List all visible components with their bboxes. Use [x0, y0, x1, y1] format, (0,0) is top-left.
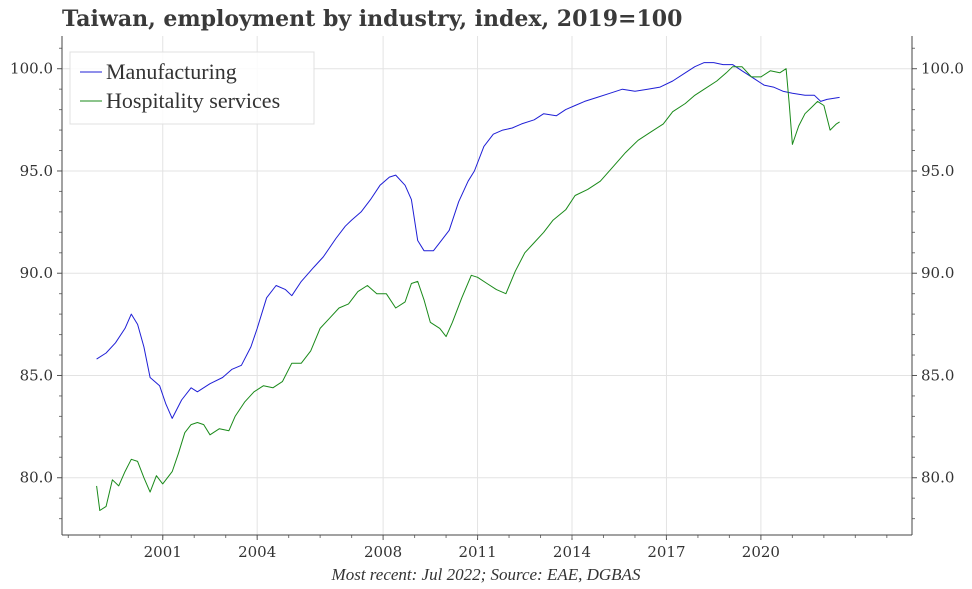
legend-box	[69, 51, 315, 125]
grid-lines	[62, 36, 912, 535]
y-tick-label-left: 80.0	[20, 469, 53, 487]
x-tick-label: 2020	[742, 543, 780, 561]
y-tick-label-right: 90.0	[921, 264, 954, 282]
series-lines	[96, 62, 840, 511]
chart-title: Taiwan, employment by industry, index, 2…	[62, 6, 683, 32]
legend-label-hospitality-services: Hospitality services	[106, 88, 280, 113]
y-tick-label-right: 85.0	[921, 366, 954, 384]
y-tick-label-right: 80.0	[921, 469, 954, 487]
y-tick-label-left: 85.0	[20, 366, 53, 384]
y-tick-label-right: 100.0	[921, 60, 964, 78]
y-tick-label-left: 100.0	[10, 60, 53, 78]
axes: 80.0 80.0 85.0 85.0 90.0 90.0 95.0 95.0 100.0 100…	[10, 36, 964, 561]
legend: Manufacturing Hospitality services	[69, 51, 315, 125]
y-tick-label-right: 95.0	[921, 162, 954, 180]
y-tick-label-left: 95.0	[20, 162, 53, 180]
series-line-manufacturing	[96, 62, 840, 419]
x-tick-label: 2004	[238, 543, 276, 561]
x-tick-label: 2001	[144, 543, 182, 561]
source-caption: Most recent: Jul 2022; Source: EAE, DGBA…	[331, 565, 641, 584]
legend-label-manufacturing: Manufacturing	[106, 59, 237, 84]
series-line-hospitality-services	[96, 66, 840, 511]
y-tick-label-left: 90.0	[20, 264, 53, 282]
x-tick-label: 2014	[553, 543, 591, 561]
x-tick-label: 2017	[647, 543, 685, 561]
x-tick-label: 2011	[458, 543, 496, 561]
x-tick-label: 2008	[364, 543, 402, 561]
